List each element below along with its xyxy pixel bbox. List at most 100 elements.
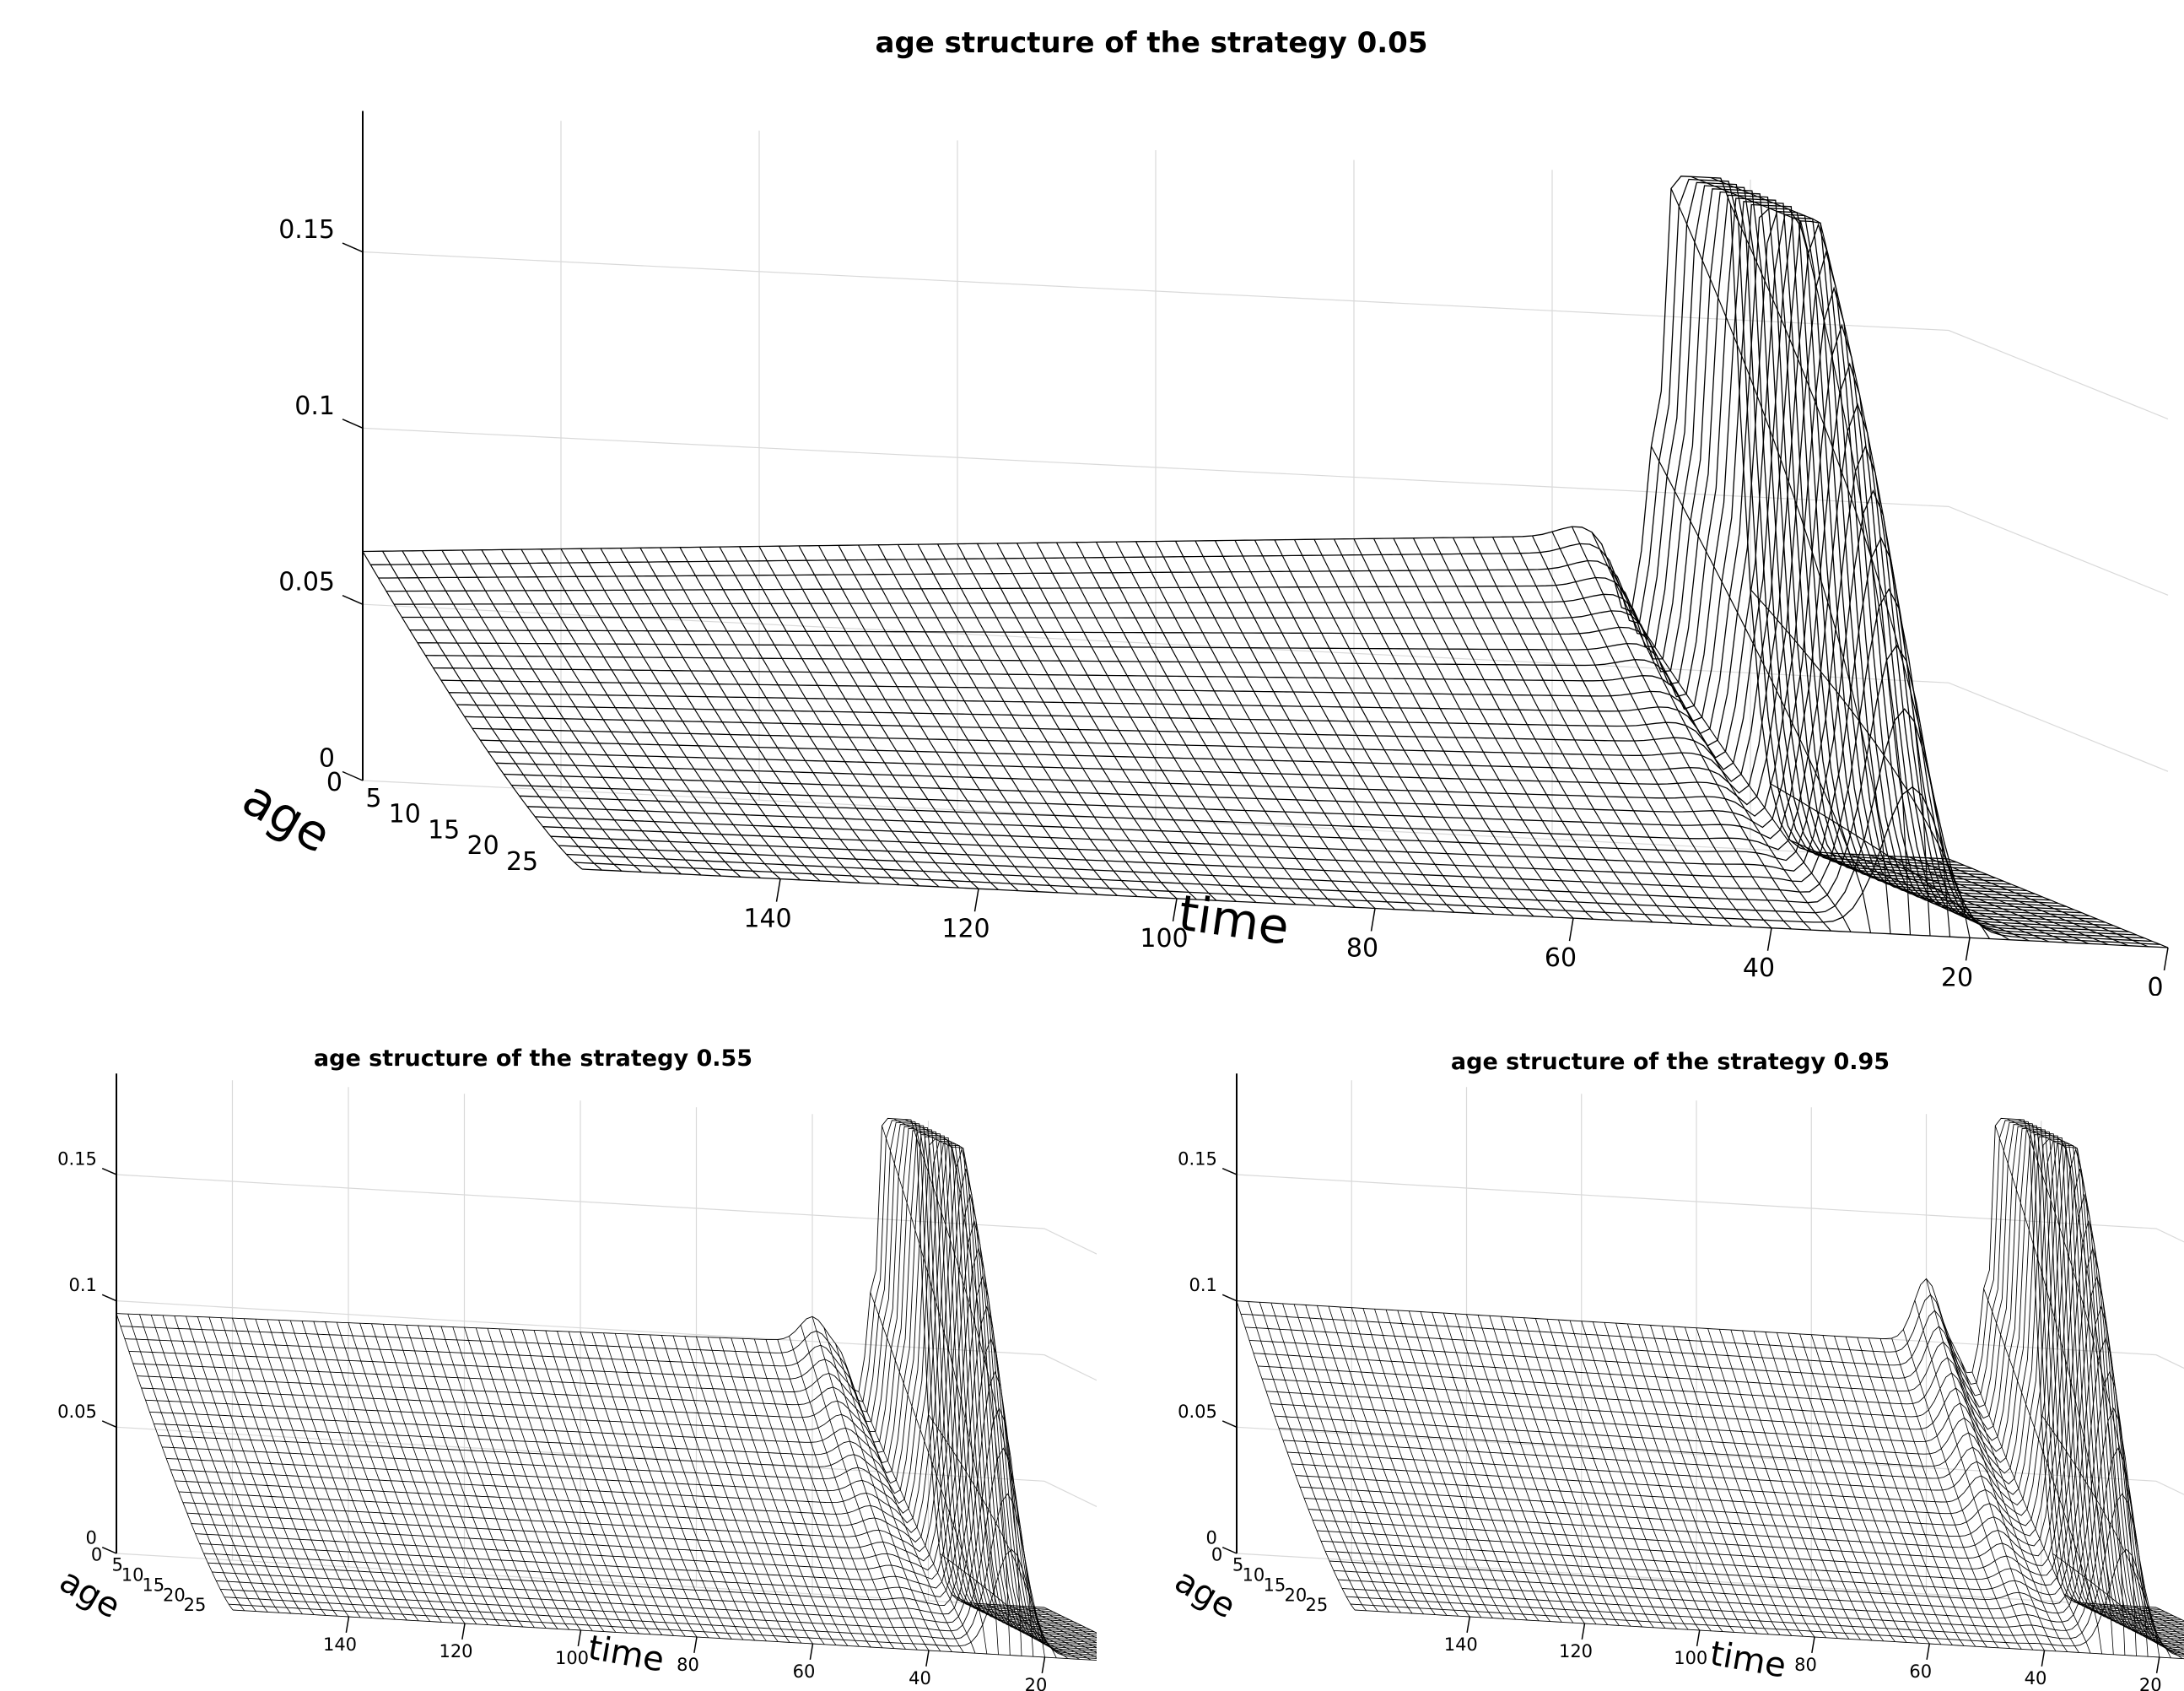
- surface-time-line: [289, 1320, 407, 1621]
- time-tick-label: 80: [1794, 1655, 1817, 1675]
- surface-time-line: [1879, 1338, 1999, 1649]
- time-tick-label: 80: [677, 1655, 699, 1675]
- surface-time-line: [2121, 1605, 2184, 1636]
- surface-time-line: [765, 1339, 883, 1649]
- surface-time-line: [580, 548, 801, 881]
- z-tick-label: 0.15: [57, 1148, 97, 1169]
- surface-age-line: [1333, 1370, 2184, 1650]
- surface-time-line: [1908, 856, 2129, 947]
- time-tick-mark: [693, 1636, 698, 1654]
- surface-time-line: [1021, 1606, 1097, 1644]
- surface-time-line: [1650, 1325, 1769, 1635]
- surface-time-line: [487, 1328, 605, 1632]
- chart-panel-strategy-0-95: age structure of the strategy 0.95 0 0.05 0…: [1097, 1017, 2184, 1691]
- surface-time-line: [1610, 570, 1831, 932]
- surface-time-line: [963, 1602, 1080, 1660]
- surface-time-line: [1928, 857, 2149, 948]
- age-tick-label: 25: [506, 847, 538, 877]
- surface-time-line: [325, 1321, 442, 1623]
- time-tick-mark: [2163, 947, 2169, 971]
- surface-time-line: [1512, 1316, 1631, 1627]
- age-tick-label: 5: [365, 784, 381, 813]
- surface-time-line: [1626, 1323, 1746, 1634]
- time-tick-mark: [1766, 927, 1772, 951]
- surface-time-line: [1234, 540, 1455, 913]
- surface-time-line: [429, 1326, 547, 1629]
- surface-time-line: [1849, 853, 2069, 943]
- surface-time-line: [893, 1118, 1011, 1656]
- grid-line: [116, 1426, 1097, 1508]
- surface-time-line: [661, 1335, 779, 1642]
- surface-time-line: [267, 1319, 385, 1619]
- surface-time-line: [1551, 531, 1772, 929]
- surface-time-line: [928, 1414, 1045, 1658]
- time-tick-mark: [1696, 1629, 1701, 1647]
- z-tick-label: 0.15: [1178, 1148, 1217, 1169]
- surface-time-line: [2144, 1606, 2184, 1626]
- grid-line: [1236, 1426, 2184, 1495]
- surface-age-line: [1286, 1143, 2184, 1631]
- time-tick-mark: [2041, 1650, 2046, 1667]
- surface-time-line: [421, 550, 642, 873]
- surface-age-line: [199, 1275, 1097, 1647]
- surface-time-line: [1305, 1305, 1425, 1615]
- surface-age-line: [1236, 1117, 2157, 1608]
- surface-time-line: [1753, 1331, 1873, 1641]
- surface-time-line: [1397, 1310, 1517, 1620]
- age-tick-label: 15: [428, 815, 460, 845]
- surface-time-line: [208, 1316, 326, 1616]
- surface-time-line: [1432, 1312, 1550, 1622]
- surface-time-line: [1293, 1304, 1413, 1614]
- surface-age-line: [174, 1146, 1097, 1636]
- surface-time-line: [870, 1292, 988, 1655]
- surface-time-line: [1501, 1316, 1620, 1626]
- surface-time-line: [753, 1338, 871, 1648]
- time-tick-label: 120: [439, 1641, 472, 1661]
- time-tick-mark: [1965, 937, 1971, 961]
- surface-time-line: [1317, 1305, 1436, 1615]
- time-tick-mark: [1568, 918, 1574, 942]
- surface-time-line: [812, 1316, 930, 1651]
- surface-time-line: [1810, 1334, 1930, 1645]
- z-tick-mark: [101, 1546, 117, 1554]
- time-axis-label: time: [1175, 883, 1292, 956]
- surface-time-line: [1845, 1336, 1965, 1646]
- surface-time-line: [986, 1603, 1097, 1658]
- surface-time-line: [1095, 542, 1316, 906]
- surface-time-line: [533, 1330, 651, 1635]
- surface-time-line: [936, 543, 1157, 899]
- surface-time-line: [313, 1321, 431, 1622]
- grid-line: [116, 1174, 1097, 1255]
- surface-time-line: [974, 1602, 1092, 1661]
- surface-age-line: [1329, 1337, 2184, 1649]
- time-tick-label: 100: [555, 1648, 589, 1668]
- surface-time-line: [877, 544, 1098, 895]
- surface-time-line: [381, 550, 602, 871]
- z-tick-mark: [342, 242, 364, 253]
- surface-time-line: [1454, 1313, 1574, 1623]
- surface-time-line: [696, 1336, 813, 1645]
- time-tick-label: 40: [1743, 954, 1775, 983]
- surface-time-line: [580, 1332, 698, 1638]
- age-tick-label: 20: [163, 1585, 186, 1605]
- time-tick-label: 140: [323, 1634, 357, 1655]
- surface-time-line: [951, 1594, 1069, 1659]
- surface-time-line: [1948, 858, 2169, 948]
- z-tick-mark: [101, 1420, 117, 1429]
- surface-time-line: [2155, 1607, 2184, 1622]
- surface-time-line: [1466, 1314, 1585, 1624]
- age-tick-label: 5: [111, 1554, 122, 1575]
- time-tick-mark: [577, 1629, 582, 1647]
- surface-time-line: [1650, 446, 1872, 933]
- surface-time-line: [243, 1318, 361, 1618]
- surface-time-line: [996, 543, 1217, 901]
- surface-age-line: [1253, 1126, 2174, 1617]
- surface-time-line: [2098, 1603, 2184, 1645]
- surface-time-line: [1889, 855, 2109, 946]
- surface-time-line: [1685, 1326, 1804, 1637]
- time-tick-label: 120: [1559, 1641, 1593, 1661]
- surface-time-line: [540, 548, 761, 878]
- surface-age-line: [566, 708, 2153, 943]
- surface-time-line: [1822, 1335, 1942, 1645]
- surface-time-line: [1777, 1332, 1895, 1642]
